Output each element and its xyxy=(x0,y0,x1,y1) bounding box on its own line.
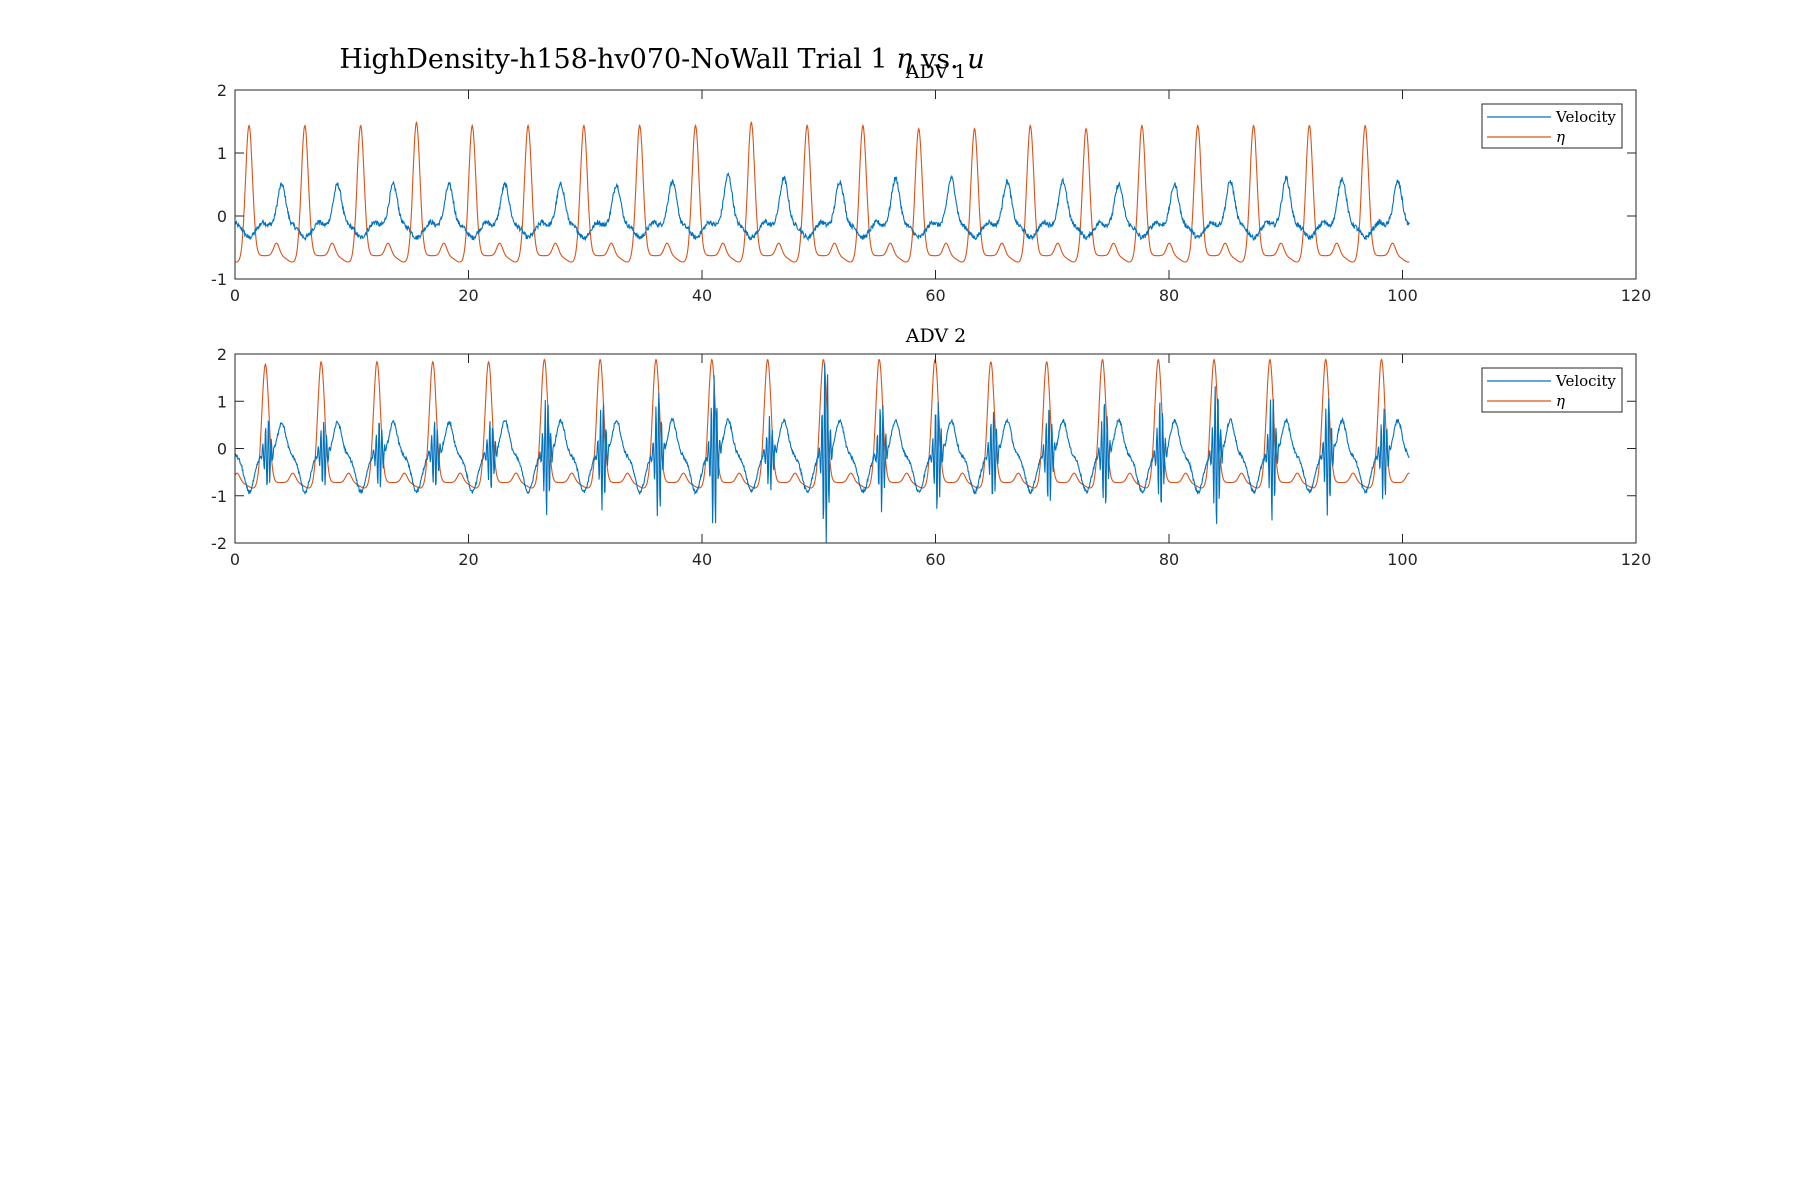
subplot-title: ADV 1 xyxy=(905,61,966,83)
subplot-adv2: ADV 2 0 20 40 60 80 100 120 -2 -1 0 1 2 Velocity η xyxy=(211,325,1651,569)
x-tick-label: 40 xyxy=(692,550,712,569)
series-line-velocity xyxy=(235,363,1410,543)
x-tick-label: 0 xyxy=(230,286,240,305)
legend-label: η xyxy=(1556,392,1565,410)
legend-label: Velocity xyxy=(1555,108,1616,126)
x-tick-label: 20 xyxy=(458,286,478,305)
series-line-velocity xyxy=(235,171,1410,242)
series-line-eta xyxy=(235,120,1410,263)
legend-label: η xyxy=(1556,128,1565,146)
x-tick-label: 20 xyxy=(458,550,478,569)
axes-box xyxy=(234,89,1637,280)
y-tick-label: 0 xyxy=(217,440,227,459)
x-tick-label: 120 xyxy=(1621,286,1652,305)
x-tick-label: 0 xyxy=(230,550,240,569)
x-tick-label: 120 xyxy=(1621,550,1652,569)
legend: Velocity η xyxy=(1481,367,1623,413)
legend-label: Velocity xyxy=(1555,372,1616,390)
y-tick-label: 2 xyxy=(217,81,227,100)
y-tick-label: -1 xyxy=(211,487,227,506)
x-tick-label: 100 xyxy=(1387,286,1418,305)
x-tick-label: 60 xyxy=(925,550,945,569)
y-tick-label: 1 xyxy=(217,144,227,163)
y-tick-label: -1 xyxy=(211,270,227,289)
x-tick-label: 80 xyxy=(1159,550,1179,569)
legend: Velocity η xyxy=(1481,103,1623,149)
x-tick-label: 60 xyxy=(925,286,945,305)
series-line-eta xyxy=(235,358,1410,489)
y-tick-label: 1 xyxy=(217,392,227,411)
subplot-title: ADV 2 xyxy=(905,325,966,347)
figure-title: HighDensity-h158-hv070-NoWall Trial 1 η … xyxy=(339,44,984,75)
y-tick-label: 2 xyxy=(217,345,227,364)
x-tick-label: 80 xyxy=(1159,286,1179,305)
axes-box xyxy=(234,353,1637,544)
x-tick-label: 40 xyxy=(692,286,712,305)
y-tick-label: -2 xyxy=(211,534,227,553)
x-tick-label: 100 xyxy=(1387,550,1418,569)
y-tick-label: 0 xyxy=(217,207,227,226)
